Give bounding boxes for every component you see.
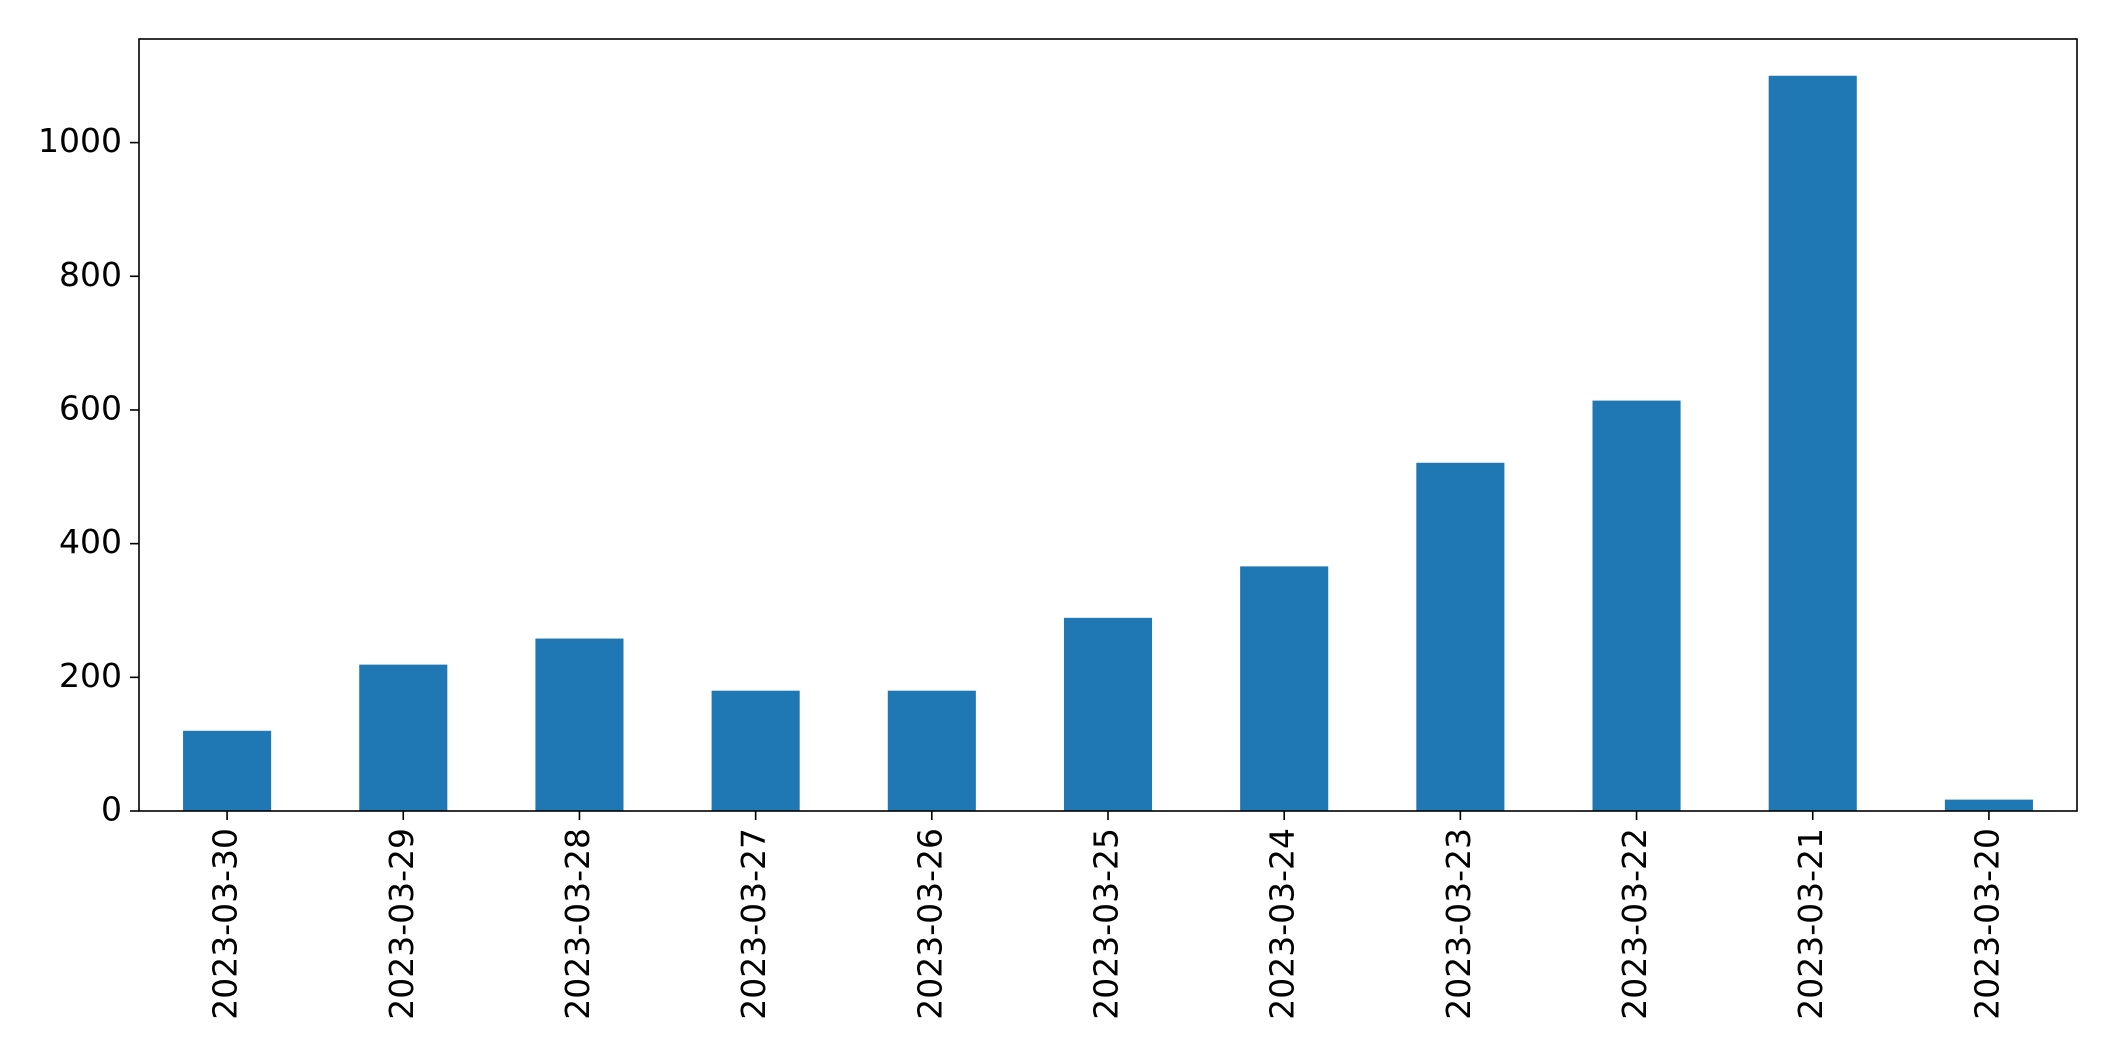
bar-2023-03-30 [183,730,272,811]
y-tick-label: 1000 [38,121,122,160]
y-tick-label: 200 [59,656,122,695]
bars-group [183,75,2033,811]
bar-2023-03-28 [535,638,624,811]
x-tick-label: 2023-03-24 [1263,828,1302,1020]
y-tick-label: 600 [59,388,122,427]
y-tick-label: 400 [59,522,122,561]
y-axis: 0 200 400 600 800 1000 [38,121,139,829]
x-tick-label: 2023-03-23 [1439,828,1478,1020]
bar-2023-03-21 [1768,75,1857,811]
x-tick-label: 2023-03-22 [1615,828,1654,1020]
x-tick-label: 2023-03-26 [910,828,949,1020]
x-axis: 2023-03-30 2023-03-29 2023-03-28 2023-03-27… [206,811,2006,1020]
bar-2023-03-29 [359,664,448,811]
bar-2023-03-20 [1944,799,2033,811]
x-tick-label: 2023-03-27 [734,828,773,1020]
bar-2023-03-27 [711,690,800,811]
bar-2023-03-23 [1416,462,1505,811]
y-tick-label: 0 [101,790,122,829]
bar-2023-03-25 [1063,617,1153,811]
y-tick-label: 800 [59,255,122,294]
plot-frame [138,38,2078,812]
x-tick-label: 2023-03-20 [1967,828,2006,1020]
x-tick-label: 2023-03-25 [1087,828,1126,1020]
bar-2023-03-22 [1592,400,1681,811]
bar-2023-03-24 [1240,566,1329,811]
x-tick-label: 2023-03-21 [1791,828,1830,1020]
bar-2023-03-26 [887,690,976,811]
x-tick-label: 2023-03-30 [206,828,245,1020]
x-tick-label: 2023-03-29 [382,828,421,1020]
x-tick-label: 2023-03-28 [558,828,597,1020]
